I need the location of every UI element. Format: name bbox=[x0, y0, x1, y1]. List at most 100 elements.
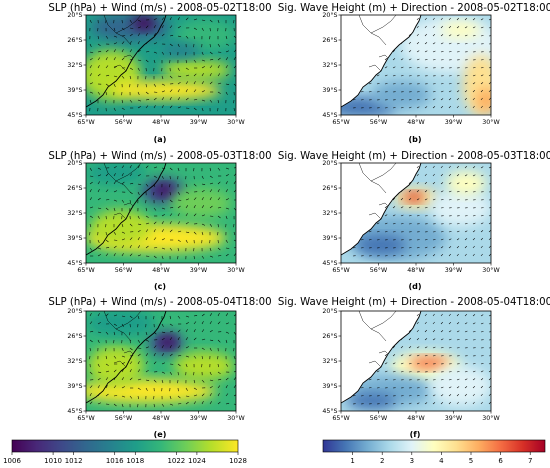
vector-arrow bbox=[432, 50, 436, 53]
vector-arrow bbox=[145, 379, 150, 381]
vector-arrow bbox=[225, 174, 229, 177]
vector-arrow bbox=[89, 58, 93, 61]
vector-arrow bbox=[408, 33, 411, 37]
vector-arrow bbox=[129, 339, 131, 344]
vector-arrow bbox=[488, 237, 491, 241]
vector-arrow bbox=[121, 395, 126, 398]
vector-arrow bbox=[448, 253, 451, 257]
vector-arrow bbox=[113, 166, 117, 169]
vector-arrow bbox=[193, 35, 196, 40]
vector-arrow bbox=[153, 51, 158, 54]
vector-arrow bbox=[432, 313, 435, 317]
colorbar-tick-label: 7 bbox=[528, 457, 532, 465]
vector-arrow bbox=[97, 385, 100, 389]
vector-arrow bbox=[440, 321, 443, 325]
vector-arrow bbox=[464, 105, 467, 109]
vector-arrow bbox=[129, 244, 132, 249]
vector-arrow bbox=[217, 167, 221, 171]
panel-b-field-patch-5 bbox=[441, 22, 481, 38]
vector-arrow bbox=[137, 106, 141, 109]
vector-arrow bbox=[392, 58, 396, 61]
vector-arrow bbox=[400, 198, 404, 201]
vector-arrow bbox=[89, 206, 94, 209]
panel-a-field-patch-4 bbox=[132, 16, 156, 30]
vector-arrow bbox=[392, 403, 396, 405]
vector-arrow bbox=[113, 190, 118, 193]
vector-arrow bbox=[472, 182, 476, 185]
vector-arrow bbox=[121, 49, 124, 53]
panel-c-title: SLP (hPa) + Wind (m/s) - 2008-05-03T18:0… bbox=[48, 151, 271, 162]
vector-arrow bbox=[209, 189, 213, 193]
vector-arrow bbox=[193, 231, 197, 235]
vector-arrow bbox=[464, 370, 468, 373]
vector-arrow bbox=[145, 387, 148, 391]
colorbar-tick-label: 3 bbox=[410, 457, 414, 465]
vector-arrow bbox=[185, 74, 190, 77]
vector-arrow bbox=[472, 18, 476, 21]
vector-arrow bbox=[177, 26, 181, 29]
vector-arrow bbox=[169, 75, 173, 79]
vector-arrow bbox=[105, 57, 108, 61]
vector-arrow bbox=[440, 90, 444, 93]
vector-arrow bbox=[177, 371, 179, 376]
vector-arrow bbox=[424, 190, 428, 193]
vector-arrow bbox=[137, 215, 140, 219]
vector-arrow bbox=[217, 197, 221, 201]
vector-arrow bbox=[185, 89, 188, 93]
vector-arrow bbox=[121, 386, 125, 389]
vector-arrow bbox=[105, 355, 108, 360]
panel-b-borders bbox=[358, 15, 397, 72]
vector-arrow bbox=[201, 51, 204, 56]
vector-arrow bbox=[424, 394, 428, 397]
vector-arrow bbox=[464, 43, 468, 45]
vector-arrow bbox=[424, 329, 427, 333]
vector-arrow bbox=[89, 181, 93, 185]
vector-arrow bbox=[113, 27, 116, 32]
vector-arrow bbox=[89, 82, 94, 85]
vector-arrow bbox=[201, 175, 204, 179]
vector-arrow bbox=[185, 35, 189, 39]
vector-arrow bbox=[432, 394, 436, 397]
vector-arrow bbox=[392, 214, 396, 217]
vector-arrow bbox=[145, 51, 150, 53]
vector-arrow bbox=[416, 98, 420, 101]
panel-b-title: Sig. Wave Height (m) + Direction - 2008-… bbox=[278, 3, 550, 14]
vector-arrow bbox=[153, 229, 156, 233]
vector-arrow bbox=[137, 59, 142, 61]
vector-arrow bbox=[129, 173, 133, 177]
vector-arrow bbox=[408, 58, 412, 61]
vector-arrow bbox=[424, 17, 427, 21]
vector-arrow bbox=[217, 378, 222, 381]
panel-e-field bbox=[86, 311, 236, 411]
vector-arrow bbox=[169, 17, 172, 21]
vector-arrow bbox=[368, 387, 372, 389]
colorbar-tick-label: 1010 bbox=[44, 457, 62, 465]
vector-arrow bbox=[185, 191, 190, 194]
vector-arrow bbox=[392, 206, 396, 209]
vector-arrow bbox=[456, 253, 459, 257]
vector-arrow bbox=[225, 198, 229, 201]
panel-c-field-patch-5 bbox=[86, 163, 146, 185]
x-tick-label: 56°W bbox=[370, 414, 388, 422]
vector-arrow bbox=[193, 197, 197, 201]
vector-arrow bbox=[488, 355, 491, 357]
panel-f-field-patch-3 bbox=[431, 366, 491, 406]
vector-arrow bbox=[161, 199, 164, 204]
vector-arrow bbox=[137, 387, 141, 390]
vector-arrow bbox=[177, 345, 181, 349]
vector-arrow bbox=[153, 237, 157, 241]
vector-arrow bbox=[352, 247, 356, 249]
vector-arrow bbox=[145, 331, 148, 336]
vector-arrow bbox=[185, 387, 188, 391]
vector-arrow bbox=[480, 97, 483, 101]
vector-arrow bbox=[488, 105, 491, 109]
vector-arrow bbox=[225, 331, 230, 334]
vector-arrow bbox=[472, 166, 476, 169]
vector-arrow bbox=[129, 199, 131, 204]
vector-arrow bbox=[201, 338, 206, 341]
vector-arrow bbox=[209, 321, 212, 325]
vector-arrow bbox=[169, 247, 173, 251]
vector-arrow bbox=[105, 377, 109, 381]
vector-arrow bbox=[89, 401, 93, 405]
y-tick-label: 32°S bbox=[322, 357, 337, 365]
